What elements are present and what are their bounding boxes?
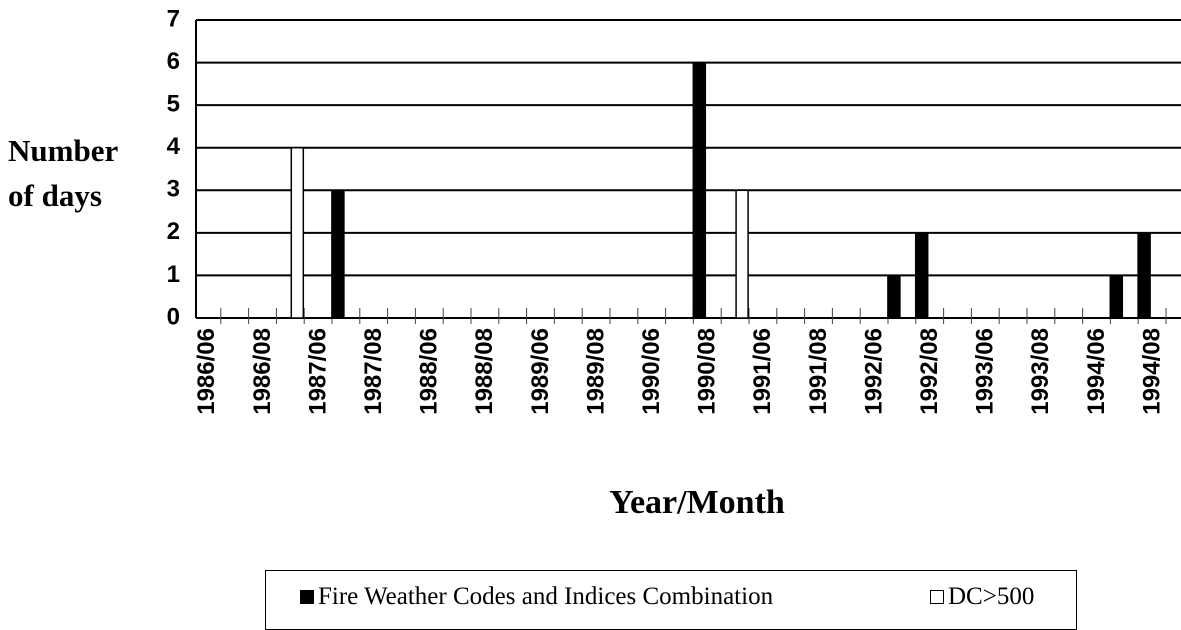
- x-tick-label: 1992/06: [860, 328, 887, 415]
- x-tick-label: 1986/06: [193, 328, 220, 415]
- y-tick-label: 4: [167, 133, 181, 160]
- legend-item: DC>500: [930, 583, 1034, 611]
- y-tick-label: 5: [167, 90, 180, 117]
- x-tick-label: 1989/06: [527, 328, 554, 415]
- x-tick-label: 1987/06: [304, 328, 331, 415]
- x-tick-label: 1991/06: [749, 328, 776, 415]
- y-tick-label: 6: [167, 48, 180, 75]
- x-tick-label: 1993/08: [1027, 328, 1054, 415]
- x-tick-label: 1991/08: [805, 328, 832, 415]
- legend-label: Fire Weather Codes and Indices Combinati…: [318, 583, 774, 610]
- x-tick-label: 1987/08: [360, 328, 387, 415]
- y-tick-label: 2: [167, 218, 180, 245]
- legend-item: Fire Weather Codes and Indices Combinati…: [300, 583, 773, 611]
- y-tick-label: 1: [167, 261, 180, 288]
- page: Year/Month 0 1 2 3 4 5 6 7 1986/06 1986/08 1987/06…: [8, 5, 1181, 630]
- bar: [692, 61, 707, 319]
- x-axis-title: Year/Month: [609, 484, 785, 521]
- bar: [735, 189, 749, 319]
- y-tick-label: 0: [167, 303, 180, 330]
- y-tick-label: 3: [167, 176, 180, 203]
- x-tick-label: 1990/06: [638, 328, 665, 415]
- legend: Fire Weather Codes and Indices Combinati…: [265, 570, 1077, 630]
- y-tick-label: 7: [167, 5, 180, 32]
- x-tick-label: 1986/08: [249, 328, 276, 415]
- x-tick-label: 1993/06: [972, 328, 999, 415]
- legend-swatch: [300, 590, 314, 604]
- y-axis-title: Number of days: [8, 133, 118, 213]
- x-tick-label: 1994/08: [1138, 328, 1165, 415]
- bar: [914, 232, 929, 319]
- x-tick-label: 1988/08: [471, 328, 498, 415]
- bar: [331, 189, 345, 319]
- bar: [1109, 274, 1124, 319]
- x-tick-label: 1988/06: [416, 328, 443, 415]
- bar: [1137, 232, 1151, 319]
- x-tick-label: 1989/08: [582, 328, 609, 415]
- legend-swatch: [930, 590, 944, 604]
- bar: [887, 274, 901, 319]
- x-tick-label: 1990/08: [694, 328, 721, 415]
- legend-label: DC>500: [948, 583, 1035, 610]
- x-tick-label: 1994/06: [1083, 328, 1110, 415]
- bar: [290, 146, 305, 319]
- x-tick-label: 1992/08: [916, 328, 943, 415]
- chart: Year/Month 0 1 2 3 4 5 6 7 1986/06 1986/08 1987/06…: [167, 5, 1181, 521]
